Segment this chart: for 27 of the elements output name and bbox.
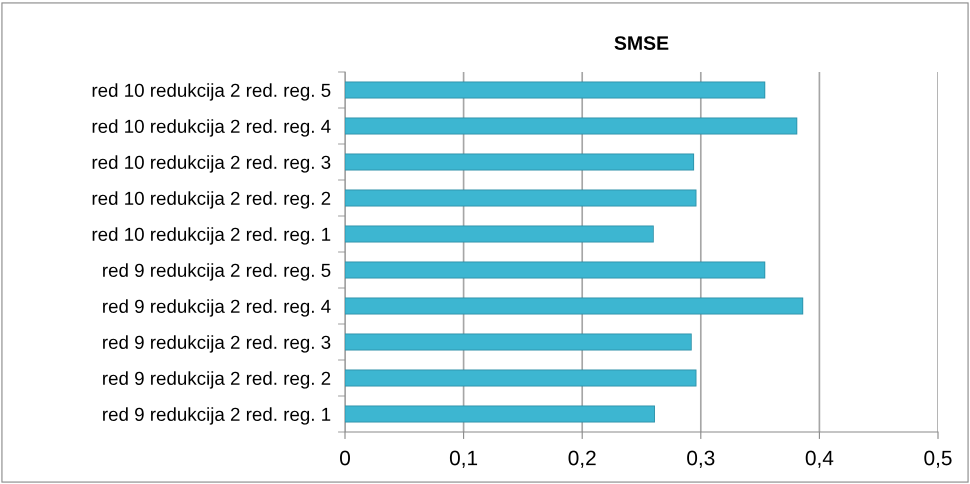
bar [345, 117, 798, 135]
y-tick-label: red 9 redukcija 2 red. reg. 2 [103, 371, 330, 389]
x-tick-label: 0,1 [450, 450, 478, 468]
chart-title: SMSE [614, 36, 668, 50]
y-tick-label: red 10 redukcija 2 red. reg. 1 [92, 227, 330, 245]
bar [345, 405, 655, 423]
y-tick-label: red 9 redukcija 2 red. reg. 3 [103, 335, 330, 353]
bar [345, 153, 694, 171]
bar [345, 369, 696, 387]
y-tick-label: red 10 redukcija 2 red. reg. 4 [92, 119, 331, 137]
bar [345, 225, 654, 243]
bar [345, 261, 766, 279]
bar [345, 81, 766, 99]
x-tick-label: 0,5 [924, 450, 952, 468]
x-tick-label: 0 [340, 450, 350, 466]
bar [345, 333, 692, 351]
y-tick-label: red 9 redukcija 2 red. reg. 4 [103, 299, 331, 317]
x-tick-label: 0,2 [568, 450, 596, 468]
y-tick-label: red 9 redukcija 2 red. reg. 5 [103, 263, 330, 281]
bar [345, 297, 804, 315]
y-tick-label: red 10 redukcija 2 red. reg. 3 [92, 155, 330, 173]
x-tick-label: 0,4 [806, 450, 834, 468]
y-tick-label: red 9 redukcija 2 red. reg. 1 [103, 407, 330, 425]
y-tick-label: red 10 redukcija 2 red. reg. 2 [92, 191, 330, 209]
y-tick-label: red 10 redukcija 2 red. reg. 5 [92, 83, 330, 101]
x-tick-label: 0,3 [687, 450, 714, 468]
bar [345, 189, 696, 207]
